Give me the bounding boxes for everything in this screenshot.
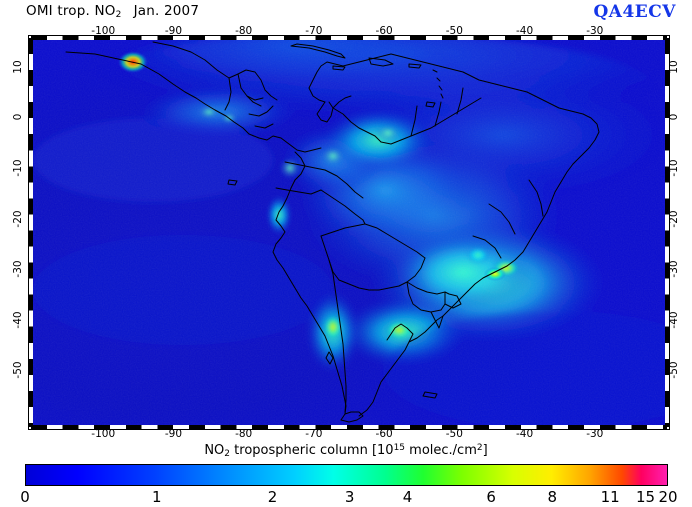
colorbar-tick-0: 0 [20, 488, 30, 506]
axis-y-tick-10: 10 [668, 59, 680, 74]
axis-y-tick-neg40: -40 [12, 311, 24, 329]
colorbar-units: molec./cm [405, 443, 477, 458]
axis-x-tick-neg30: -30 [586, 428, 604, 440]
colorbar-species-subscript: 2 [224, 449, 231, 459]
colorbar-tick-3: 3 [344, 488, 355, 506]
colorbar-title: NO2 tropospheric column [1015 molec./cm2… [0, 443, 692, 459]
title-instrument-subscript: 2 [115, 10, 122, 20]
title-instrument: OMI trop. NO [26, 3, 116, 19]
axis-x-tick-neg90: -90 [164, 428, 183, 440]
axis-x-tick-neg40: -40 [515, 428, 534, 440]
page-title: OMI trop. NO2 Jan. 2007 [26, 3, 199, 20]
colorbar [25, 464, 668, 486]
axis-y-tick-neg40: -40 [668, 311, 680, 329]
qa4ecv-logo: QA4ECV [593, 2, 676, 22]
colorbar-tick-6: 6 [486, 488, 496, 506]
axis-y-tick-neg30: -30 [668, 260, 680, 278]
coastline-overlay [65, 41, 600, 423]
axis-x-tick-neg100: -100 [91, 25, 116, 37]
colorbar-tick-4: 4 [402, 488, 413, 506]
axis-x-tick-neg90: -90 [164, 25, 183, 37]
axis-y-tick-neg30: -30 [12, 260, 24, 278]
colorbar-quantity: tropospheric column [10 [234, 443, 394, 458]
map-raster [33, 40, 665, 425]
axis-y-tick-neg10: -10 [668, 159, 680, 177]
axis-x-tick-neg80: -80 [235, 428, 253, 440]
colorbar-tick-1: 1 [152, 488, 162, 506]
colorbar-gradient [26, 465, 667, 485]
axis-y-tick-neg50: -50 [12, 361, 24, 380]
title-period: Jan. 2007 [133, 3, 200, 19]
colorbar-units-exponent: 2 [476, 443, 483, 453]
axis-x-tick-neg50: -50 [445, 25, 463, 37]
colorbar-tick-8: 8 [547, 488, 558, 506]
axis-x-tick-neg50: -50 [445, 428, 463, 440]
colorbar-tick-2: 2 [267, 488, 278, 506]
axis-x-tick-neg60: -60 [375, 428, 393, 440]
axis-y-tick-neg20: -20 [12, 209, 24, 228]
colorbar-bracket-close: ] [482, 443, 488, 458]
axis-y-tick-neg10: -10 [12, 159, 24, 177]
axis-x-tick-neg70: -70 [305, 428, 323, 440]
axis-x-tick-neg80: -80 [235, 25, 253, 37]
axis-y-tick-neg50: -50 [668, 361, 680, 380]
axis-y-tick-neg20: -20 [668, 209, 680, 228]
map-plot-area [28, 35, 670, 430]
axis-x-tick-neg40: -40 [515, 25, 534, 37]
axis-y-tick-0: 0 [668, 113, 680, 121]
colorbar-tick-11: 11 [600, 488, 620, 506]
axis-x-tick-neg70: -70 [305, 25, 323, 37]
axis-y-tick-0: 0 [12, 113, 24, 121]
colorbar-exponent: 15 [393, 443, 406, 453]
colorbar-tick-15: 15 [635, 488, 656, 506]
axis-y-tick-10: 10 [12, 59, 24, 74]
axis-x-tick-neg100: -100 [91, 428, 116, 440]
axis-x-tick-neg60: -60 [375, 25, 393, 37]
colorbar-species: NO [204, 443, 225, 458]
no2-field-svg [33, 40, 665, 425]
colorbar-tick-20: 20 [658, 488, 678, 506]
axis-x-tick-neg30: -30 [586, 25, 604, 37]
